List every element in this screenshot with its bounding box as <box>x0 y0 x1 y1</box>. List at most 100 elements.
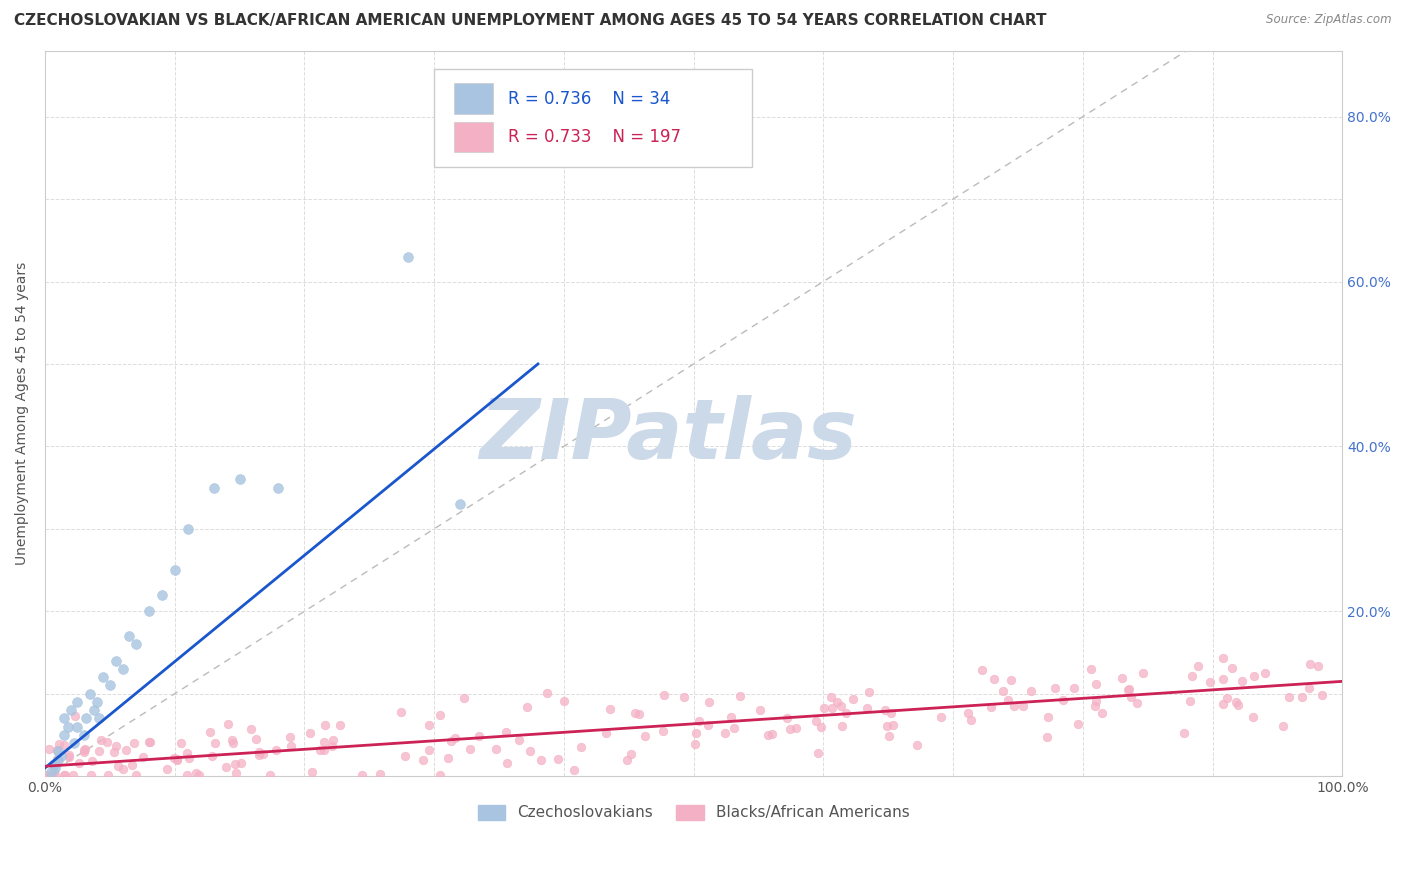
Point <box>42 756 65 771</box>
FancyBboxPatch shape <box>434 69 752 167</box>
Point <box>66 720 89 734</box>
Point <box>103 745 125 759</box>
Point <box>983 673 1005 687</box>
Point <box>443 731 465 745</box>
Point <box>1241 710 1264 724</box>
Point <box>200 725 222 739</box>
Point <box>785 721 807 735</box>
Point <box>458 742 481 756</box>
Point <box>224 757 246 772</box>
Point <box>202 481 225 495</box>
Point <box>599 702 621 716</box>
Point <box>1036 709 1059 723</box>
Point <box>163 563 186 577</box>
Point <box>87 743 110 757</box>
Point <box>59 703 82 717</box>
Point <box>176 768 198 782</box>
Point <box>1216 691 1239 706</box>
Point <box>83 703 105 717</box>
Point <box>187 768 209 782</box>
Point <box>1291 690 1313 704</box>
Point <box>111 662 134 676</box>
Point <box>122 736 145 750</box>
Point <box>53 711 76 725</box>
Point <box>536 686 558 700</box>
Point <box>855 700 877 714</box>
Point <box>980 699 1002 714</box>
Point <box>468 729 491 743</box>
Point <box>1226 698 1249 712</box>
Point <box>259 768 281 782</box>
Point <box>1212 697 1234 711</box>
Point <box>876 719 898 733</box>
Point <box>997 693 1019 707</box>
Point <box>215 760 238 774</box>
Point <box>184 766 207 780</box>
Point <box>245 732 267 747</box>
Point <box>1000 673 1022 688</box>
Point <box>221 732 243 747</box>
Point <box>595 725 617 739</box>
Point <box>73 728 96 742</box>
Point <box>97 768 120 782</box>
Point <box>673 690 696 705</box>
Point <box>1019 684 1042 698</box>
Text: Source: ZipAtlas.com: Source: ZipAtlas.com <box>1267 13 1392 27</box>
Point <box>1243 668 1265 682</box>
Point <box>1067 717 1090 731</box>
Point <box>156 763 179 777</box>
Point <box>163 751 186 765</box>
Point <box>46 744 69 758</box>
Point <box>229 756 252 770</box>
Point <box>685 725 707 739</box>
Point <box>82 754 104 768</box>
Point <box>623 706 645 721</box>
Point <box>495 724 517 739</box>
Point <box>779 723 801 737</box>
Point <box>125 637 148 651</box>
Y-axis label: Unemployment Among Ages 45 to 54 years: Unemployment Among Ages 45 to 54 years <box>15 261 30 565</box>
Point <box>309 743 332 757</box>
Point <box>222 735 245 749</box>
Point <box>170 736 193 750</box>
Point <box>118 629 141 643</box>
Point <box>1254 666 1277 681</box>
Point <box>73 742 96 756</box>
Point <box>436 751 458 765</box>
Point <box>959 713 981 727</box>
Point <box>267 481 290 495</box>
Point <box>858 685 880 699</box>
Point <box>652 723 675 738</box>
Point <box>42 764 65 779</box>
Point <box>73 745 96 759</box>
Point <box>111 762 134 776</box>
Point <box>264 743 287 757</box>
Point <box>150 588 173 602</box>
Point <box>1132 666 1154 681</box>
Point <box>1181 669 1204 683</box>
Point <box>652 688 675 702</box>
Point <box>1298 681 1320 696</box>
Point <box>516 700 538 714</box>
Point <box>52 768 75 782</box>
Point <box>1052 692 1074 706</box>
Point <box>696 718 718 732</box>
Point <box>723 722 745 736</box>
Point <box>201 748 224 763</box>
Point <box>820 690 842 704</box>
Point <box>1002 699 1025 714</box>
Point <box>453 691 475 706</box>
Point <box>720 710 742 724</box>
Point <box>35 768 58 782</box>
Point <box>1043 681 1066 695</box>
Point <box>321 739 343 754</box>
Point <box>247 747 270 762</box>
Text: R = 0.736    N = 34: R = 0.736 N = 34 <box>508 89 671 108</box>
Point <box>1063 681 1085 695</box>
Legend: Czechoslovakians, Blacks/African Americans: Czechoslovakians, Blacks/African America… <box>471 799 915 827</box>
Point <box>93 670 115 684</box>
Point <box>1220 661 1243 675</box>
Point <box>1118 681 1140 696</box>
Point <box>67 756 90 771</box>
Point <box>418 742 440 756</box>
